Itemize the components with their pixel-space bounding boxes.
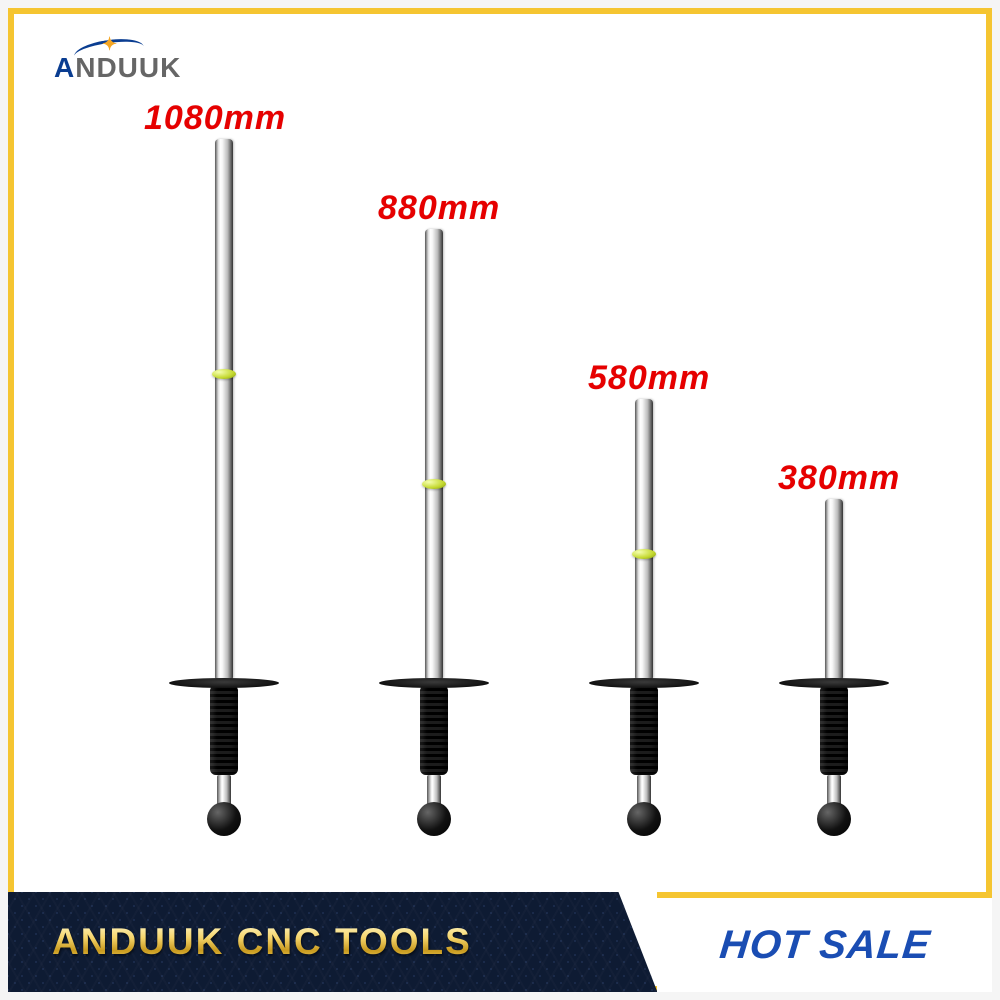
- shaft: [635, 399, 653, 679]
- footer-brand-text: ANDUUK CNC TOOLS: [52, 921, 472, 963]
- ring-icon: [632, 549, 656, 559]
- size-label: 580mm: [588, 359, 710, 398]
- size-label: 880mm: [378, 189, 500, 228]
- pommel-ball: [417, 802, 451, 836]
- footer-left-panel: ANDUUK CNC TOOLS: [8, 892, 657, 992]
- image-frame: ✦ ANDUUK 1080mm 880mm 580mm 380mm: [8, 8, 992, 992]
- shaft: [825, 499, 843, 679]
- rod-1080mm: 1080mm: [164, 139, 284, 836]
- rod-880mm: 880mm: [374, 229, 494, 836]
- handle-grip: [420, 685, 448, 775]
- handle-grip: [210, 685, 238, 775]
- pommel-ball: [627, 802, 661, 836]
- pommel-ball: [207, 802, 241, 836]
- pommel-ball: [817, 802, 851, 836]
- handle-stub: [827, 775, 841, 805]
- handle-grip: [630, 685, 658, 775]
- brand-logo: ✦ ANDUUK: [54, 42, 181, 84]
- size-label: 380mm: [778, 459, 900, 498]
- logo-letter-a: A: [54, 52, 75, 83]
- product-stage: 1080mm 880mm 580mm 380mm: [94, 104, 906, 836]
- handle-stub: [217, 775, 231, 805]
- footer-promo-text: HOT SALE: [717, 923, 932, 968]
- footer-banner: ANDUUK CNC TOOLS HOT SALE: [8, 892, 992, 992]
- hand-guard: [779, 678, 889, 688]
- hand-guard: [169, 678, 279, 688]
- logo-sparkle-icon: ✦: [102, 34, 118, 55]
- ring-icon: [422, 479, 446, 489]
- ring-icon: [212, 369, 236, 379]
- size-label: 1080mm: [144, 99, 286, 138]
- footer-right-panel: HOT SALE: [657, 892, 992, 992]
- handle-stub: [637, 775, 651, 805]
- rod-580mm: 580mm: [584, 399, 704, 836]
- shaft: [215, 139, 233, 679]
- hand-guard: [379, 678, 489, 688]
- shaft: [425, 229, 443, 679]
- handle-grip: [820, 685, 848, 775]
- handle-stub: [427, 775, 441, 805]
- logo-swoosh: ✦: [54, 42, 154, 56]
- hand-guard: [589, 678, 699, 688]
- rod-380mm: 380mm: [774, 499, 894, 836]
